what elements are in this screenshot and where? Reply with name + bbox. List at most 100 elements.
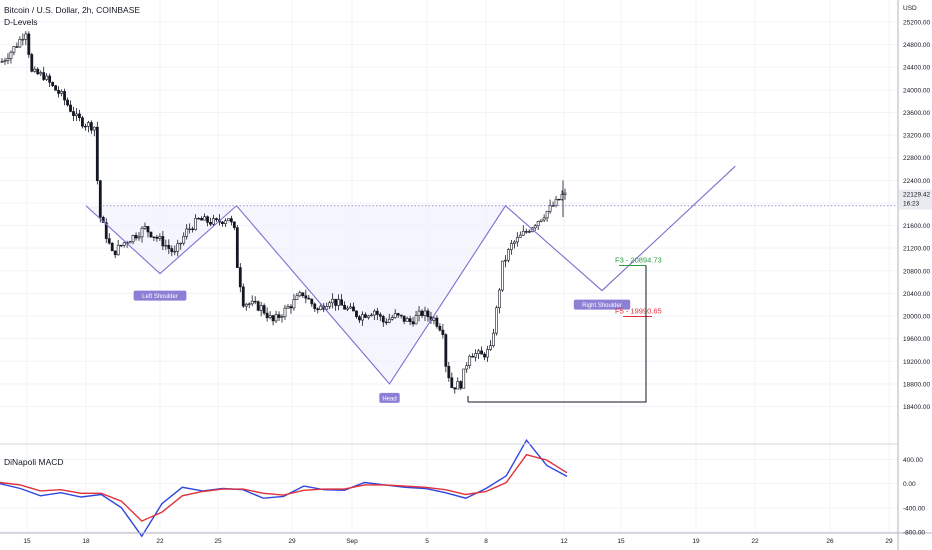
candle-body — [119, 244, 123, 247]
candle-body — [256, 301, 260, 311]
candle-body — [527, 231, 531, 233]
candle-body — [536, 221, 540, 227]
price-candles — [0, 31, 567, 394]
last-price-value: 22129.42 — [903, 192, 930, 199]
pattern-line — [85, 165, 736, 385]
candle-body — [289, 306, 293, 309]
time-tick-label: 22 — [156, 538, 164, 545]
candle-body — [134, 235, 138, 239]
price-tick-label: 24800.00 — [903, 42, 930, 49]
candle-body — [298, 292, 302, 297]
price-tick-label: 24400.00 — [903, 65, 930, 72]
candle-body — [337, 299, 341, 306]
candle-body — [15, 46, 19, 48]
candle-body — [301, 292, 305, 297]
candle-body — [203, 216, 206, 221]
pattern-label-text: Left Shoulder — [142, 294, 178, 300]
candle-body — [435, 317, 439, 327]
candle-body — [328, 302, 332, 307]
candle-body — [438, 326, 442, 331]
candle-body — [98, 180, 102, 218]
price-tick-label: 18800.00 — [903, 381, 930, 388]
candle-body — [512, 241, 516, 244]
candle-body — [533, 225, 537, 229]
candle-body — [325, 306, 329, 310]
price-tick-label: 23200.00 — [903, 133, 930, 140]
candle-body — [375, 310, 379, 315]
candle-body — [128, 241, 132, 244]
time-tick-label: 29 — [288, 538, 296, 545]
candle-body — [501, 260, 504, 291]
candle-body — [444, 334, 448, 367]
candle-body — [352, 306, 355, 312]
candle-body — [477, 350, 481, 354]
candle-body — [30, 54, 34, 72]
candle-body — [369, 314, 373, 317]
candle-body — [465, 365, 469, 370]
candle-body — [21, 38, 25, 41]
currency-label: USD — [903, 5, 917, 12]
time-tick-label: 29 — [885, 538, 893, 545]
time-tick-label: 15 — [23, 538, 31, 545]
candle-body — [271, 315, 275, 322]
macd-pane-title[interactable]: DiNapoli MACD — [4, 457, 64, 467]
candle-body — [194, 217, 198, 230]
time-tick-label: 8 — [484, 538, 488, 545]
candle-body — [495, 307, 498, 334]
pattern-label-bg — [133, 290, 187, 301]
candle-body — [158, 236, 162, 239]
candle-body — [456, 381, 460, 390]
candle-body — [33, 68, 37, 72]
candle-body — [361, 314, 364, 321]
time-tick-label: 25 — [214, 538, 222, 545]
last-price-countdown: 16:23 — [903, 201, 920, 208]
candle-body — [486, 349, 489, 358]
candle-body — [57, 90, 60, 94]
candle-body — [343, 304, 346, 310]
price-tick-label: 21600.00 — [903, 223, 930, 230]
candle-body — [399, 314, 403, 317]
candle-body — [244, 303, 248, 307]
candle-body — [200, 218, 203, 221]
candle-body — [366, 315, 370, 318]
candle-body — [78, 113, 81, 119]
time-tick-label: 12 — [560, 538, 568, 545]
candle-body — [241, 286, 245, 307]
candle-body — [229, 218, 233, 223]
candle-body — [441, 329, 445, 335]
candle-body — [104, 222, 108, 239]
candle-body — [340, 299, 343, 306]
pattern-label-bg — [573, 299, 631, 310]
price-tick-label: 20000.00 — [903, 314, 930, 321]
candle-body — [250, 300, 254, 305]
candle-body — [283, 307, 287, 317]
candle-body — [408, 318, 412, 323]
candle-body — [48, 75, 52, 83]
candle-body — [3, 60, 7, 62]
candle-body — [170, 248, 174, 253]
candle-body — [51, 82, 55, 86]
candle-body — [179, 242, 183, 245]
candle-body — [310, 298, 314, 305]
candle-body — [405, 318, 409, 322]
price-tick-label: 19200.00 — [903, 359, 930, 366]
candle-body — [60, 91, 63, 94]
candle-body — [6, 58, 10, 61]
candle-body — [81, 117, 84, 127]
price-tick-label: 23600.00 — [903, 110, 930, 117]
candle-body — [292, 299, 296, 309]
candle-body — [447, 366, 451, 379]
price-tick-label: 22800.00 — [903, 155, 930, 162]
candle-body — [545, 211, 549, 219]
target-box — [468, 265, 647, 403]
candle-body — [265, 312, 269, 318]
candle-body — [27, 33, 31, 55]
candle-body — [167, 245, 171, 249]
candle-body — [423, 310, 427, 316]
candle-body — [224, 220, 227, 224]
candle-body — [176, 243, 180, 252]
candle-body — [420, 310, 424, 316]
candle-body — [515, 237, 519, 243]
candle-body — [131, 235, 135, 243]
price-tick-label: 21200.00 — [903, 246, 930, 253]
